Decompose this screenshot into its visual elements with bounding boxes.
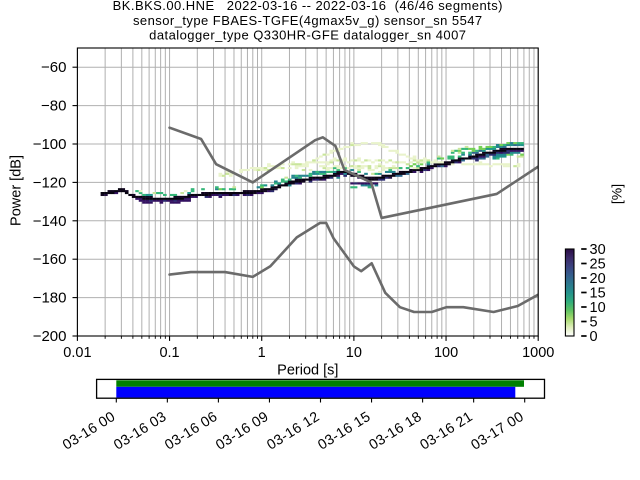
svg-text:−120: −120 <box>33 174 67 191</box>
svg-text:−180: −180 <box>33 290 67 307</box>
svg-text:−140: −140 <box>33 213 67 230</box>
svg-text:100: 100 <box>434 345 458 361</box>
svg-text:0.1: 0.1 <box>159 345 179 361</box>
svg-text:20: 20 <box>590 271 606 287</box>
svg-text:−160: −160 <box>33 251 67 268</box>
svg-text:−200: −200 <box>33 328 67 345</box>
svg-text:15: 15 <box>590 286 606 302</box>
svg-text:Period [s]: Period [s] <box>277 363 338 379</box>
svg-text:0.01: 0.01 <box>63 345 91 361</box>
svg-text:10: 10 <box>590 300 606 316</box>
svg-text:BK.BKS.00.HNE 2022-03-16 --: BK.BKS.00.HNE 2022-03-16 -- 2022-03-16 (… <box>113 0 503 13</box>
svg-text:10: 10 <box>346 345 362 361</box>
svg-text:Power [dB]: Power [dB] <box>9 155 25 226</box>
svg-text:[%]: [%] <box>609 184 625 204</box>
svg-text:25: 25 <box>590 257 606 273</box>
svg-text:−100: −100 <box>33 136 67 153</box>
svg-text:30: 30 <box>590 242 606 258</box>
svg-text:0: 0 <box>590 329 598 345</box>
svg-text:−60: −60 <box>41 59 66 76</box>
svg-text:1000: 1000 <box>522 345 554 361</box>
svg-text:1: 1 <box>258 345 266 361</box>
svg-text:5: 5 <box>590 315 598 331</box>
svg-text:datalogger_type Q330HR-GFE dat: datalogger_type Q330HR-GFE datalogger_sn… <box>149 27 466 42</box>
svg-text:−80: −80 <box>41 98 66 115</box>
svg-text:sensor_type FBAES-TGFE(4gmax5v: sensor_type FBAES-TGFE(4gmax5v_g) sensor… <box>133 13 483 28</box>
